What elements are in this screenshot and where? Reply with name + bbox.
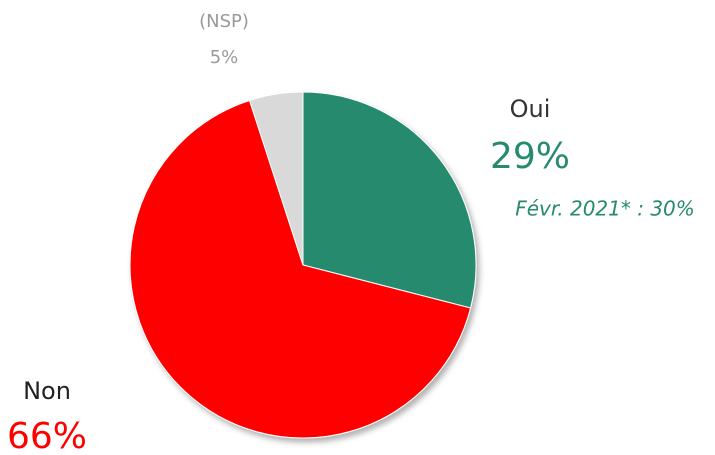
slice-label: Oui [510, 95, 551, 123]
slice-value-label: 29% [490, 136, 570, 177]
pie-slice [129, 99, 472, 439]
slice-value-label: 66% [7, 416, 87, 455]
pie-slice [248, 91, 304, 266]
pie-slice [302, 91, 477, 309]
annotation: Févr. 2021* : 30% [515, 197, 695, 221]
slice-label: (NSP) [199, 11, 249, 32]
slice-value-label: 5% [210, 47, 239, 68]
slice-label: Non [23, 377, 71, 405]
pie [129, 91, 477, 439]
